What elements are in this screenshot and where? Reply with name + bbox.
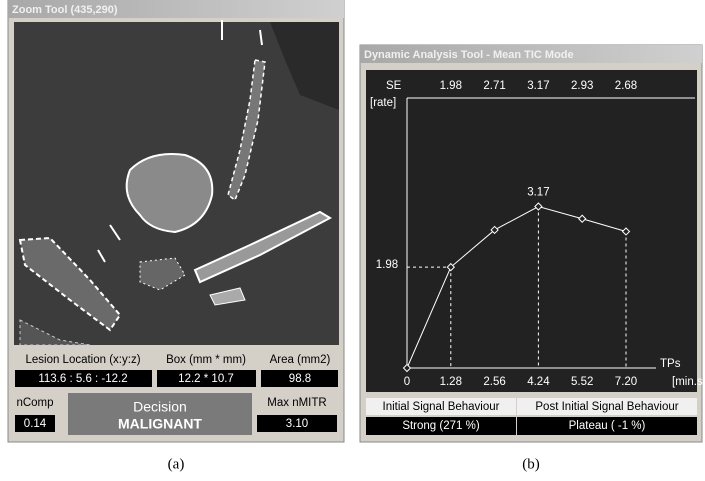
y-label: [rate]	[370, 97, 396, 109]
header: Post Initial Signal Behaviour	[535, 401, 678, 413]
figure: Zoom Tool (435,290) Lesion Location (x:y…	[0, 0, 705, 476]
window-title: Zoom Tool (435,290)	[12, 4, 118, 16]
window-title: Dynamic Analysis Tool - Mean TIC Mode	[364, 49, 574, 61]
value: 3.10	[286, 418, 308, 430]
value-label: 1.98	[376, 259, 398, 271]
header: Area (mm2)	[270, 354, 331, 366]
se-value: 2.68	[615, 80, 637, 92]
value: 0.14	[24, 418, 47, 430]
label: nComp	[16, 397, 53, 409]
x-tick-label: 4.24	[527, 376, 550, 388]
header: Box (mm * mm)	[166, 354, 246, 366]
x-tick-label: 0	[404, 376, 410, 388]
decision-value: MALIGNANT	[118, 416, 202, 432]
header: Lesion Location (x:y:z)	[25, 354, 140, 366]
caption: (b)	[522, 456, 540, 472]
x-tick-label: 1.28	[440, 376, 462, 388]
value: 12.2 * 10.7	[178, 373, 234, 385]
value: 113.6 : 5.6 : -12.2	[38, 373, 127, 385]
plot-area	[366, 70, 697, 392]
x-tick-label: 7.20	[615, 376, 637, 388]
caption: (a)	[168, 456, 185, 472]
se-value: 2.93	[571, 80, 593, 92]
se-value: 2.71	[483, 80, 505, 92]
x-unit: [min.s]	[672, 376, 705, 388]
x-tick-label: 2.56	[483, 376, 505, 388]
se-label: SE	[386, 80, 402, 92]
value: Strong (271 %)	[402, 420, 480, 432]
header: Initial Signal Behaviour	[383, 401, 500, 413]
decision-label: Decision	[133, 399, 187, 415]
label: Max nMITR	[267, 397, 326, 409]
value: 98.8	[289, 373, 311, 385]
se-value: 1.98	[440, 80, 462, 92]
value: Plateau ( -1 %)	[569, 420, 646, 432]
se-value: 3.17	[527, 80, 549, 92]
x-label: TPs	[660, 358, 681, 370]
value-label: 3.17	[527, 187, 549, 199]
x-tick-label: 5.52	[571, 376, 593, 388]
